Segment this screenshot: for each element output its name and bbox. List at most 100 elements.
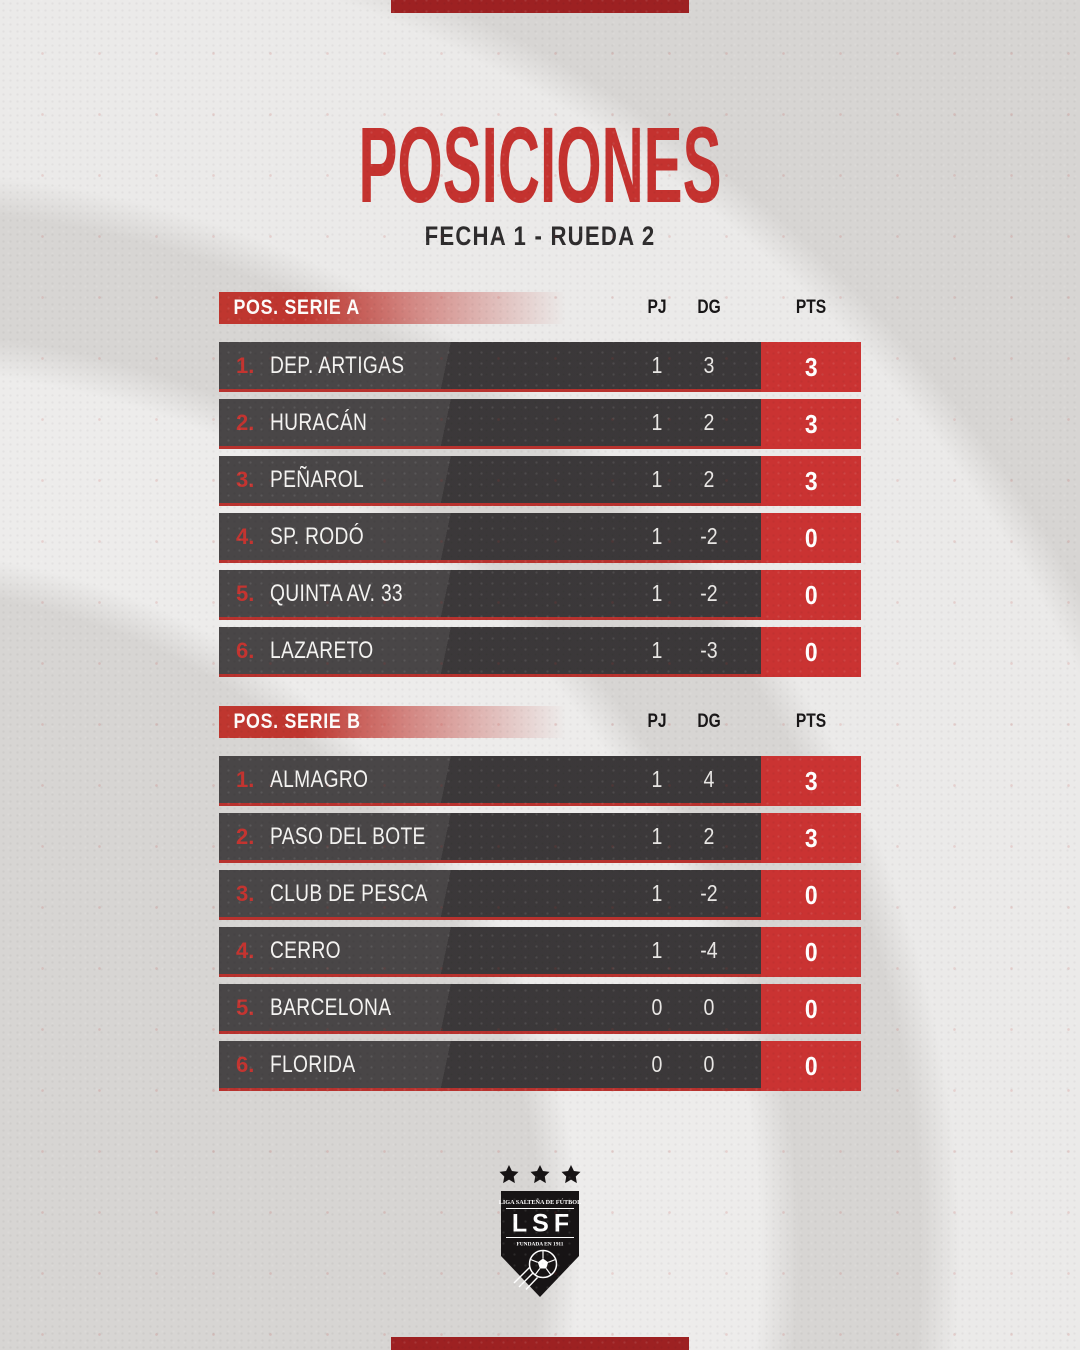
pj-value: 1 [651,880,663,906]
table-row: 2. PASO DEL BOTE 1 2 3 [219,813,861,863]
serie-b-rows: 1. ALMAGRO 1 4 3 2. PASO DEL BOTE 1 2 3 … [219,756,861,1091]
pts-box: 0 [761,984,861,1034]
pts-value: 0 [804,636,818,667]
dg-value: 2 [703,409,715,435]
rank-number: 1. [236,352,255,378]
dg-value: -2 [700,580,718,606]
logo-founded-text: FUNDADA EN 1911 [516,1242,563,1248]
pts-box: 0 [761,927,861,977]
pts-value: 3 [804,351,818,382]
serie-a-rows: 1. DEP. ARTIGAS 1 3 3 2. HURACÁN 1 2 3 3… [219,342,861,677]
logo-monogram: LSF [512,1210,574,1238]
soccer-ball-icon [513,1249,558,1290]
team-name: QUINTA AV. 33 [270,579,403,607]
table-row: 6. LAZARETO 1 -3 0 [219,627,861,677]
row-main: 3. CLUB DE PESCA 1 -2 [219,870,761,920]
pts-value: 0 [804,936,818,967]
rank-number: 3. [236,466,255,492]
star-icon [499,1165,519,1184]
rank-number: 2. [236,823,255,849]
table-row: 4. SP. RODÓ 1 -2 0 [219,513,861,563]
team-name: PEÑAROL [270,465,365,493]
series-b-badge: POS. SERIE B [233,710,361,733]
rank-number: 4. [236,523,255,549]
row-main: 1. ALMAGRO 1 4 [219,756,761,806]
column-header-dg: DG [697,297,721,318]
star-row [499,1165,581,1184]
dg-value: 0 [703,1051,715,1077]
column-header-pj: PJ [647,297,667,318]
column-header-pts: PTS [795,711,827,732]
table-row: 3. CLUB DE PESCA 1 -2 0 [219,870,861,920]
table-row: 5. BARCELONA 0 0 0 [219,984,861,1034]
row-main: 4. CERRO 1 -4 [219,927,761,977]
serie-b-header-row: POS. SERIE B PJ DG PTS [219,706,861,738]
table-row: 6. FLORIDA 0 0 0 [219,1041,861,1091]
pts-box: 3 [761,813,861,863]
dg-value: 2 [703,823,715,849]
row-main: 5. QUINTA AV. 33 1 -2 [219,570,761,620]
pts-box: 0 [761,570,861,620]
team-name: PASO DEL BOTE [270,822,426,850]
pts-box: 3 [761,399,861,449]
dg-value: -3 [700,637,718,663]
bottom-accent-bar [391,1337,689,1350]
pj-value: 1 [651,466,663,492]
pts-box: 0 [761,1041,861,1091]
row-main: 3. PEÑAROL 1 2 [219,456,761,506]
pts-box: 3 [761,342,861,392]
pj-value: 1 [651,823,663,849]
star-icon [530,1165,550,1184]
team-name: ALMAGRO [270,765,369,793]
rank-number: 6. [236,637,255,663]
pts-box: 0 [761,870,861,920]
pts-box: 0 [761,627,861,677]
pj-value: 1 [651,937,663,963]
ball-trail-lines [513,1266,539,1290]
lsf-logo: LIGA SALTEÑA DE FÚTBOL LSF FUNDADA EN 19… [490,1160,590,1300]
pj-value: 0 [651,1051,663,1077]
pj-value: 1 [651,352,663,378]
serie-b-table: POS. SERIE B PJ DG PTS 1. ALMAGRO 1 4 3 … [219,706,861,1098]
table-row: 2. HURACÁN 1 2 3 [219,399,861,449]
table-row: 1. ALMAGRO 1 4 3 [219,756,861,806]
dg-value: 3 [703,352,715,378]
row-main: 2. HURACÁN 1 2 [219,399,761,449]
page-subtitle: FECHA 1 - RUEDA 2 [424,221,656,251]
dg-value: -2 [700,523,718,549]
dg-value: 0 [703,994,715,1020]
rank-number: 1. [236,766,255,792]
pj-value: 1 [651,523,663,549]
pts-value: 0 [804,522,818,553]
pts-box: 3 [761,756,861,806]
rank-number: 5. [236,994,255,1020]
serie-a-header-row: POS. SERIE A PJ DG PTS [219,292,861,324]
column-header-dg: DG [697,711,721,732]
team-name: SP. RODÓ [270,522,364,550]
row-main: 6. LAZARETO 1 -3 [219,627,761,677]
team-name: BARCELONA [270,993,392,1021]
pts-value: 0 [804,579,818,610]
team-name: CLUB DE PESCA [270,879,428,907]
pts-box: 0 [761,513,861,563]
rank-number: 5. [236,580,255,606]
dg-value: 4 [703,766,715,792]
team-name: LAZARETO [270,636,374,664]
rank-number: 6. [236,1051,255,1077]
team-name: DEP. ARTIGAS [270,351,405,379]
pts-value: 3 [804,465,818,496]
star-icon [561,1165,581,1184]
shield-shape [501,1191,579,1297]
row-main: 1. DEP. ARTIGAS 1 3 [219,342,761,392]
pts-value: 3 [804,765,818,796]
dg-value: -4 [700,937,718,963]
rank-number: 3. [236,880,255,906]
pj-value: 1 [651,637,663,663]
row-main: 5. BARCELONA 0 0 [219,984,761,1034]
column-header-pj: PJ [647,711,667,732]
top-accent-bar [391,0,689,13]
pts-value: 0 [804,1050,818,1081]
table-row: 3. PEÑAROL 1 2 3 [219,456,861,506]
page-title: POSICIONES [358,104,722,225]
